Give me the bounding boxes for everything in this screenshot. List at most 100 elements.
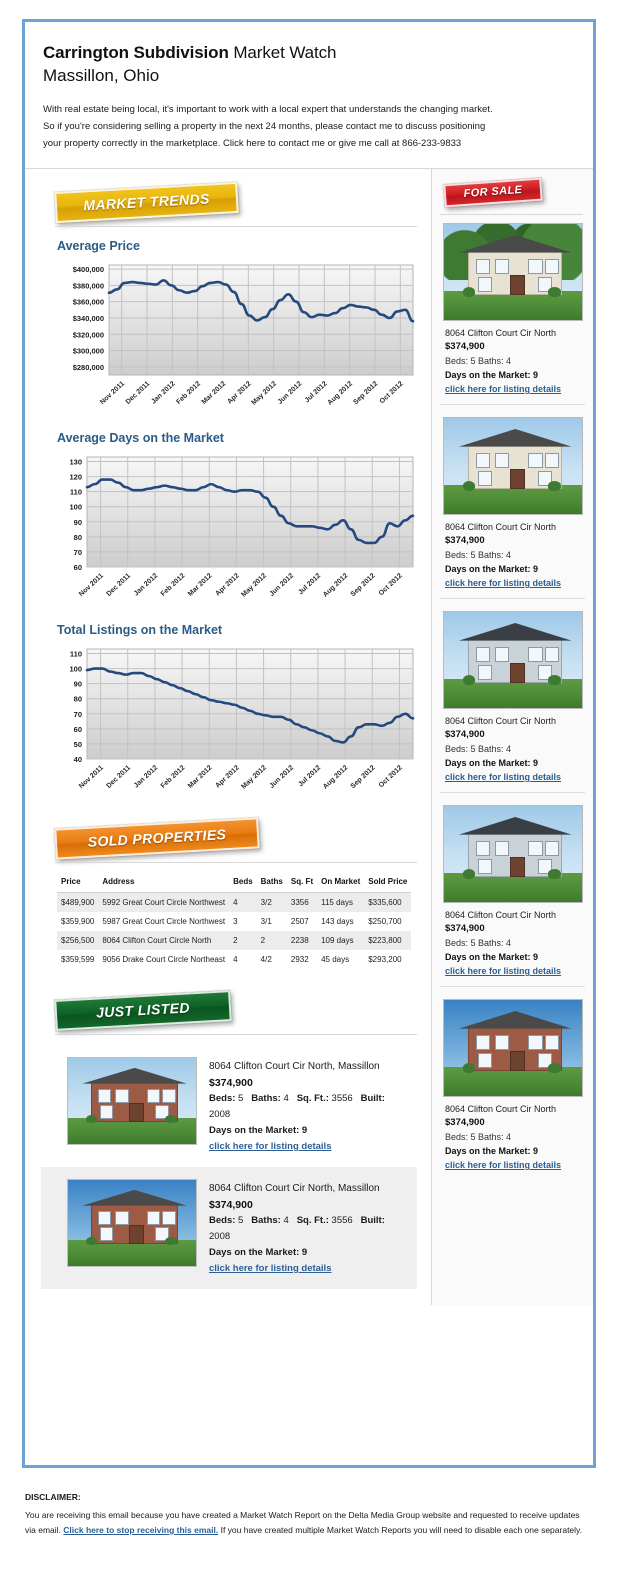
svg-text:120: 120 bbox=[69, 473, 82, 482]
just-listed-card[interactable]: 8064 Clifton Court Cir North, Massillon $… bbox=[41, 1045, 417, 1167]
for-sale-card[interactable]: 8064 Clifton Court Cir North $374,900 Beds… bbox=[440, 219, 585, 405]
svg-text:Jun 2012: Jun 2012 bbox=[277, 380, 304, 406]
svg-text:Feb 2012: Feb 2012 bbox=[160, 572, 187, 598]
beds-label: Beds: bbox=[209, 1093, 236, 1104]
cell-baths: 3/1 bbox=[260, 917, 272, 926]
svg-text:Feb 2012: Feb 2012 bbox=[160, 764, 187, 790]
svg-text:60: 60 bbox=[74, 563, 82, 572]
section-divider bbox=[440, 214, 583, 215]
listing-details-link[interactable]: click here for listing details bbox=[445, 772, 562, 782]
listing-photo[interactable] bbox=[442, 805, 583, 903]
svg-text:110: 110 bbox=[70, 650, 82, 659]
baths-label: Baths: bbox=[251, 1215, 281, 1226]
section-divider bbox=[55, 862, 417, 863]
svg-text:Feb 2012: Feb 2012 bbox=[175, 380, 202, 406]
svg-text:May 2012: May 2012 bbox=[240, 764, 268, 790]
page-title: Carrington Subdivision Market Watch bbox=[43, 42, 575, 63]
svg-text:70: 70 bbox=[74, 548, 82, 557]
svg-text:Jul 2012: Jul 2012 bbox=[304, 380, 329, 404]
svg-text:Sep 2012: Sep 2012 bbox=[352, 380, 379, 406]
listing-photo[interactable] bbox=[67, 1179, 197, 1267]
for-sale-list: 8064 Clifton Court Cir North $374,900 Beds… bbox=[432, 219, 593, 1180]
svg-text:$280,000: $280,000 bbox=[73, 363, 104, 372]
chart-title-average-price: Average Price bbox=[57, 239, 140, 253]
disclaimer-text-after: If you have created multiple Market Watc… bbox=[218, 1525, 583, 1535]
svg-text:90: 90 bbox=[74, 680, 82, 689]
svg-text:80: 80 bbox=[74, 695, 82, 704]
sqft-label: Sq. Ft.: bbox=[296, 1215, 329, 1226]
svg-text:Nov 2011: Nov 2011 bbox=[78, 572, 105, 598]
disclaimer: DISCLAIMER: You are receiving this email… bbox=[25, 1490, 591, 1538]
svg-text:Aug 2012: Aug 2012 bbox=[322, 764, 350, 790]
listing-address: 8064 Clifton Court Cir North bbox=[445, 328, 557, 338]
section-divider bbox=[55, 226, 417, 227]
cell-price: $359,900 bbox=[61, 917, 95, 926]
intro-paragraph: With real estate being local, it's impor… bbox=[43, 101, 575, 152]
listing-details-link[interactable]: click here for listing details bbox=[445, 578, 562, 588]
for-sale-card[interactable]: 8064 Clifton Court Cir North $374,900 Beds… bbox=[440, 995, 585, 1180]
svg-text:100: 100 bbox=[69, 665, 82, 674]
just-listed-banner: JUST LISTED bbox=[53, 988, 233, 1033]
svg-text:100: 100 bbox=[69, 503, 82, 512]
table-row: $256,500 8064 Clifton Court Circle North 2… bbox=[57, 931, 412, 950]
for-sale-card[interactable]: 8064 Clifton Court Cir North $374,900 Beds… bbox=[440, 801, 585, 987]
page-subtitle: Massillon, Ohio bbox=[43, 66, 160, 85]
listing-details-link[interactable]: click here for listing details bbox=[209, 1263, 332, 1274]
listing-details-link[interactable]: click here for listing details bbox=[209, 1141, 332, 1152]
listing-address: 8064 Clifton Court Cir North bbox=[445, 716, 557, 726]
listing-photo[interactable] bbox=[442, 223, 583, 321]
listing-days-on-market: Days on the Market: 9 bbox=[209, 1125, 308, 1136]
svg-text:Jul 2012: Jul 2012 bbox=[297, 572, 322, 596]
svg-text:Apr 2012: Apr 2012 bbox=[214, 764, 240, 789]
svg-text:Nov 2011: Nov 2011 bbox=[99, 380, 126, 406]
listing-details-link[interactable]: click here for listing details bbox=[445, 966, 562, 976]
chart-average-days: Average Days on the Market 60 70 80 90 100 11… bbox=[25, 431, 431, 613]
listing-photo[interactable] bbox=[67, 1057, 197, 1145]
svg-text:80: 80 bbox=[74, 533, 82, 542]
listing-price: $374,900 bbox=[445, 729, 485, 740]
listing-address: 8064 Clifton Court Cir North, Massillon bbox=[209, 1061, 380, 1072]
total-listings-line-chart: 40 50 60 70 80 90 100 110 Nov 2011 Dec 2011 Jan 20… bbox=[69, 648, 415, 791]
svg-text:$340,000: $340,000 bbox=[73, 314, 104, 323]
built-value: 2008 bbox=[209, 1231, 231, 1242]
listing-photo[interactable] bbox=[442, 999, 583, 1097]
sold-properties-table: Price Address Beds Baths Sq. Ft On Marke… bbox=[57, 873, 412, 969]
col-price: Price bbox=[57, 873, 99, 893]
svg-text:Oct 2012: Oct 2012 bbox=[378, 764, 404, 789]
title-suffix: Market Watch bbox=[228, 43, 337, 62]
built-label: Built: bbox=[360, 1093, 385, 1104]
listing-price: $374,900 bbox=[445, 535, 485, 546]
listing-price: $374,900 bbox=[209, 1199, 253, 1211]
report-body: MARKET TRENDS Average Price $280,000 $300… bbox=[25, 169, 593, 1305]
sold-properties-banner: SOLD PROPERTIES bbox=[53, 815, 261, 862]
table-row: $489,900 5992 Great Court Circle Northwes… bbox=[57, 892, 412, 912]
svg-text:70: 70 bbox=[74, 710, 82, 719]
for-sale-card[interactable]: 8064 Clifton Court Cir North $374,900 Beds… bbox=[440, 607, 585, 793]
average-days-line-chart: 60 70 80 90 100 110 120 130 Nov 2011 Dec 2011 Jan … bbox=[69, 456, 415, 599]
listing-specs: Beds: 5 Baths: 4 Sq. Ft.: 3556 Built: 20… bbox=[209, 1213, 407, 1245]
section-divider bbox=[55, 1034, 417, 1035]
unsubscribe-link[interactable]: Click here to stop receiving this email. bbox=[63, 1525, 219, 1535]
svg-text:Jan 2012: Jan 2012 bbox=[133, 764, 159, 789]
just-listed-card[interactable]: 8064 Clifton Court Cir North, Massillon $… bbox=[41, 1167, 417, 1289]
disclaimer-heading: DISCLAIMER: bbox=[25, 1492, 81, 1502]
listing-photo[interactable] bbox=[442, 611, 583, 709]
listing-details-link[interactable]: click here for listing details bbox=[445, 1160, 562, 1170]
svg-text:Jul 2012: Jul 2012 bbox=[297, 764, 322, 788]
sqft-value: 3556 bbox=[331, 1093, 353, 1104]
cell-price: $256,500 bbox=[57, 931, 99, 950]
listing-address: 8064 Clifton Court Cir North bbox=[445, 522, 557, 532]
svg-text:Apr 2012: Apr 2012 bbox=[214, 572, 240, 597]
for-sale-card[interactable]: 8064 Clifton Court Cir North $374,900 Beds… bbox=[440, 413, 585, 599]
cell-sqft: 2932 bbox=[290, 955, 309, 964]
for-sale-sidebar: FOR SALE 8064 Clifton Court Cir North $37… bbox=[431, 169, 593, 1305]
listing-photo[interactable] bbox=[442, 417, 583, 515]
listing-days-on-market: Days on the Market: 9 bbox=[445, 1146, 539, 1156]
svg-text:Aug 2012: Aug 2012 bbox=[322, 572, 350, 598]
svg-text:Jan 2012: Jan 2012 bbox=[133, 572, 159, 597]
cell-baths: 2 bbox=[256, 931, 287, 950]
chart-plot-total-listings: 40 50 60 70 80 90 100 110 Nov 2011 Dec 2011 Jan 20… bbox=[57, 645, 417, 805]
svg-text:110: 110 bbox=[70, 488, 82, 497]
svg-text:Mar 2012: Mar 2012 bbox=[187, 764, 214, 790]
listing-details-link[interactable]: click here for listing details bbox=[445, 384, 562, 394]
